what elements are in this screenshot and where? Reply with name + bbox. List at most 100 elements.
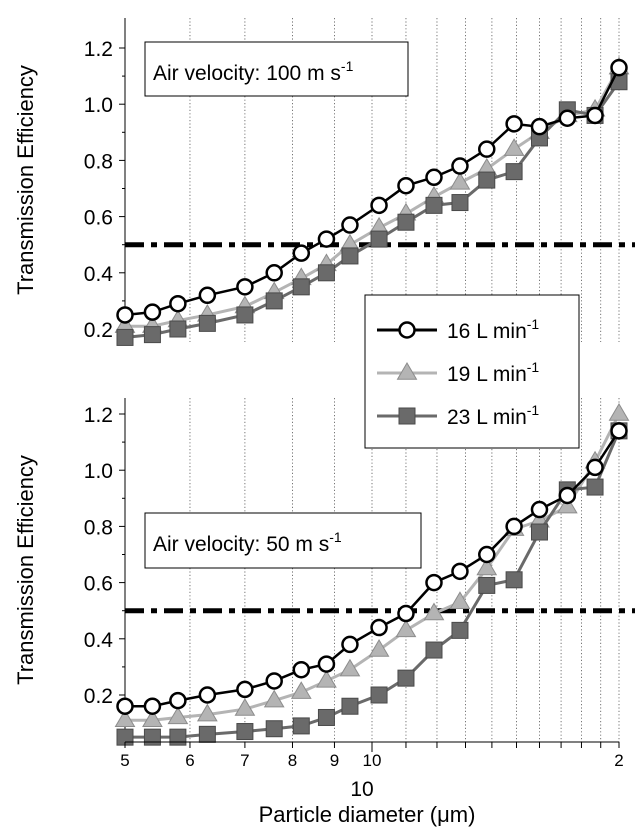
legend-item: 23 L min-1	[377, 402, 539, 429]
data-point	[167, 706, 189, 725]
data-point	[586, 478, 604, 496]
data-point	[169, 294, 187, 313]
data-point	[530, 500, 549, 519]
data-point	[142, 709, 163, 727]
data-point	[143, 326, 161, 344]
data-point	[556, 495, 578, 514]
data-point	[341, 216, 359, 234]
data-point	[116, 306, 134, 324]
data-point	[265, 672, 283, 690]
y-tick-label: 0.8	[84, 150, 113, 173]
x-decade-label: 10	[350, 778, 373, 801]
data-point	[451, 621, 469, 639]
data-point	[198, 314, 216, 332]
data-point	[116, 328, 134, 346]
annotation-box	[144, 41, 409, 97]
legend-label: 16 L min-1	[447, 316, 539, 343]
annotation-superscript: -1	[341, 58, 354, 74]
data-point	[478, 140, 496, 158]
legend-label: 19 L min-1	[447, 359, 539, 386]
y-tick-label: 0.6	[84, 207, 113, 230]
y-tick-label: 1.2	[84, 38, 113, 61]
data-point	[236, 278, 254, 296]
data-point	[292, 278, 310, 296]
x-axis-title: Particle diameter (μm)	[259, 802, 476, 827]
data-point	[143, 728, 161, 746]
y-axis-title: Transmission Efficiency	[13, 65, 38, 295]
legend-item: 16 L min-1	[377, 316, 539, 343]
data-point	[370, 618, 388, 637]
data-point	[451, 157, 469, 175]
air-velocity-annotation: Air velocity: 50 m s-1	[144, 512, 422, 569]
x-tick-label: 8	[288, 751, 297, 770]
data-point	[114, 709, 136, 727]
data-point	[292, 717, 310, 735]
data-point	[425, 641, 443, 659]
data-point	[316, 669, 337, 688]
data-point	[341, 247, 359, 265]
data-point	[290, 681, 312, 699]
data-point	[530, 117, 549, 136]
x-tick-label: 2	[614, 751, 623, 770]
data-point	[586, 106, 604, 125]
data-point	[265, 264, 283, 282]
legend-superscript: -1	[527, 359, 540, 375]
annotation-superscript: -1	[329, 529, 342, 545]
data-point	[530, 523, 548, 541]
data-point	[169, 320, 187, 338]
y-tick-label: 0.8	[84, 516, 113, 539]
data-point	[198, 725, 216, 743]
data-point	[395, 619, 417, 638]
x-tick-label: 9	[330, 751, 339, 770]
series-line	[124, 67, 621, 317]
data-point	[478, 576, 496, 594]
legend: 16 L min-1 19 L min-1 23 L min-1	[364, 294, 580, 449]
x-tick-label: 10	[363, 751, 382, 770]
data-point	[397, 176, 415, 195]
data-point	[265, 720, 283, 738]
data-point	[449, 591, 471, 609]
data-point	[341, 697, 359, 715]
data-point	[143, 303, 162, 321]
data-point	[505, 115, 523, 133]
data-point	[505, 163, 523, 181]
legend-superscript: -1	[527, 402, 540, 418]
data-point	[558, 109, 577, 127]
data-point	[425, 573, 443, 592]
data-point	[292, 244, 311, 262]
panel-bottom: 0.2 0.4 0.6 0.8 1.0 1.2 Transmission Efficienc…	[13, 398, 635, 827]
legend-marker	[398, 407, 416, 425]
data-point	[505, 571, 523, 589]
data-point	[263, 689, 285, 708]
y-tick-label: 0.6	[84, 573, 113, 596]
legend-label: 23 L min-1	[447, 402, 539, 429]
data-point	[370, 196, 388, 215]
data-point	[425, 196, 443, 214]
data-point	[143, 697, 162, 715]
data-point	[339, 658, 361, 677]
data-point	[265, 292, 283, 310]
data-point	[341, 635, 359, 654]
data-point	[198, 286, 217, 305]
data-point	[317, 655, 336, 673]
data-point	[198, 686, 217, 704]
annotation-box	[144, 512, 422, 569]
data-point	[116, 697, 134, 715]
legend-item: 19 L min-1	[377, 359, 539, 386]
data-point	[449, 171, 471, 190]
data-point	[586, 458, 604, 477]
data-point	[317, 230, 336, 248]
series-circle	[116, 58, 628, 324]
data-point	[169, 728, 187, 746]
data-point	[397, 213, 415, 231]
data-point	[423, 602, 445, 621]
data-point	[478, 545, 496, 564]
y-tick-label: 1.0	[84, 460, 113, 483]
y-tick-label: 0.2	[84, 685, 113, 708]
legend-marker	[396, 362, 418, 380]
data-point	[236, 306, 254, 324]
y-tick-label: 0.4	[84, 263, 114, 286]
data-point	[478, 171, 496, 189]
data-point	[317, 264, 335, 282]
